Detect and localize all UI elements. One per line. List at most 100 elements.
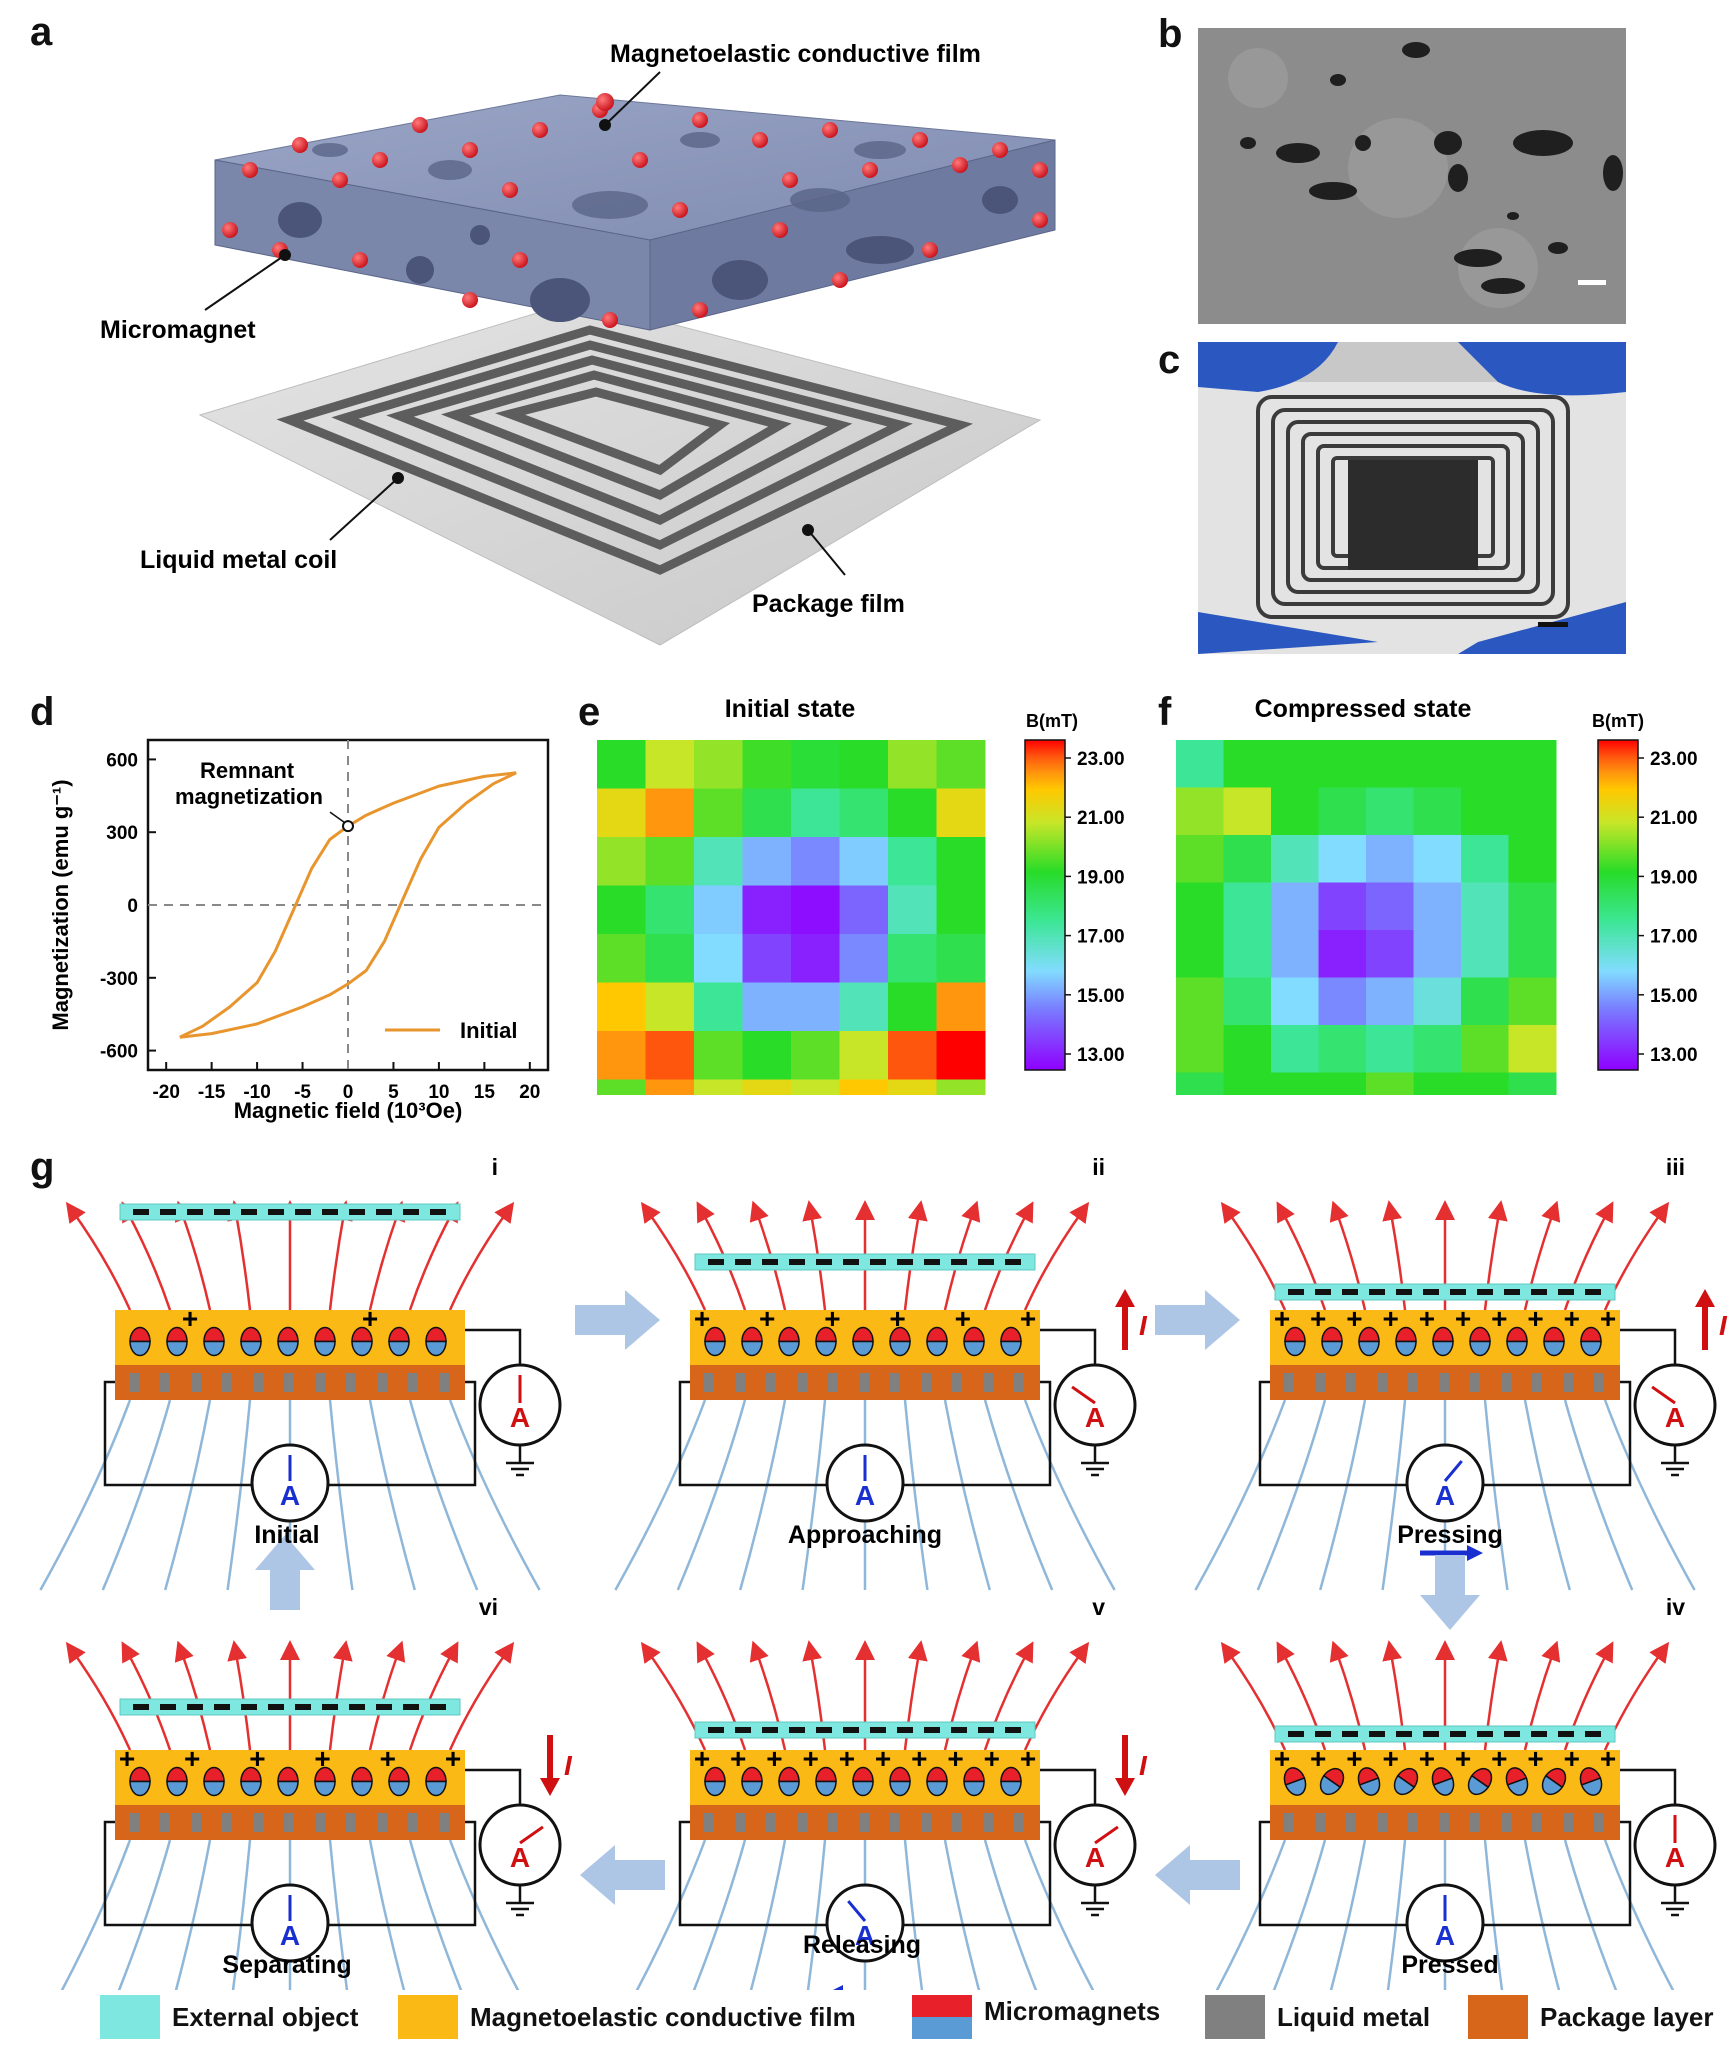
film-ammeter-needle — [1094, 1825, 1119, 1845]
stage-name-iv: Pressed — [1401, 1951, 1498, 1979]
heatmap-cell — [839, 837, 889, 886]
device-photo — [1198, 342, 1626, 654]
liquid-metal-segment — [1377, 1813, 1387, 1832]
field-line-blue — [117, 1839, 172, 1990]
heatmap-cell — [1271, 1072, 1319, 1095]
positive-charge: + — [1564, 1303, 1580, 1334]
heatmap-cell — [1271, 882, 1319, 931]
liquid-metal-segment — [766, 1373, 776, 1392]
micromagnet-label: Micromagnet — [100, 316, 256, 344]
positive-charge: + — [694, 1303, 710, 1334]
heatmap-cell — [1366, 787, 1414, 836]
heatmap-cell — [1413, 1072, 1462, 1095]
field-line-blue — [676, 1399, 747, 1591]
heatmap-cell — [1461, 740, 1509, 788]
panel-a-illustration: Magnetoelastic conductive film Micromagn… — [100, 40, 1056, 646]
d-xtick-label: -15 — [198, 1082, 226, 1103]
field-line-red — [1023, 1201, 1090, 1311]
micromagnets — [222, 93, 1048, 328]
heatmap-cell — [1176, 1072, 1224, 1095]
field-line-red — [903, 1640, 928, 1751]
field-line-red — [696, 1641, 747, 1751]
liquid-metal-segment — [408, 1813, 418, 1832]
heatmap-cell — [597, 788, 646, 838]
micromagnet — [963, 1766, 985, 1797]
panel-e-letter: e — [578, 690, 601, 734]
heatmap-cell — [1366, 977, 1414, 1026]
micromagnet — [166, 1326, 188, 1357]
negative-charge — [187, 1704, 203, 1710]
micromagnet — [388, 1326, 410, 1357]
field-line-blue — [448, 1399, 541, 1591]
negative-charge — [1005, 1727, 1021, 1733]
field-line-red — [408, 1201, 459, 1311]
film-ammeter-label: A — [1085, 1402, 1105, 1433]
negative-charge — [789, 1259, 805, 1265]
heatmap-cell — [839, 934, 889, 983]
negative-charge — [1585, 1289, 1601, 1295]
liquid-metal-segment — [1346, 1813, 1356, 1832]
liquid-metal-segment — [983, 1373, 993, 1392]
heatmap-cell — [1508, 787, 1557, 836]
field-line-blue — [1023, 1399, 1116, 1591]
field-line-blue — [101, 1399, 172, 1591]
liquid-metal-segment — [1408, 1373, 1418, 1392]
film-circuit-wire — [465, 1328, 522, 1365]
heatmap-cell — [936, 982, 986, 1032]
field-line-blue — [1381, 1399, 1407, 1591]
coil-ammeter-label: A — [280, 1920, 300, 1951]
coil-ammeter-needle — [847, 1900, 867, 1922]
field-line-blue — [226, 1399, 252, 1591]
colorbar-tick-label: 15.00 — [1077, 986, 1125, 1007]
colorbar-tick-label: 23.00 — [1650, 749, 1698, 770]
positive-charge: + — [889, 1303, 905, 1334]
stage-cell-vi: vi + + + + + + A A I — [60, 1594, 573, 1990]
stage-roman-iii: iii — [1666, 1154, 1685, 1180]
liquid-metal-segment — [253, 1813, 263, 1832]
d-ytick-label: -300 — [100, 969, 138, 990]
heatmap-cell — [1271, 835, 1319, 883]
micromagnet — [203, 1766, 225, 1797]
coil-label: Liquid metal coil — [140, 546, 337, 574]
liquid-metal-segment — [797, 1813, 807, 1832]
heatmap-cell — [1271, 930, 1319, 978]
film-ammeter-label: A — [510, 1402, 530, 1433]
positive-charge: + — [911, 1743, 927, 1774]
heatmap-cell — [1508, 1025, 1557, 1073]
heatmap-cell — [645, 837, 695, 886]
heatmap-cell — [1508, 1072, 1557, 1095]
positive-charge: + — [1419, 1303, 1435, 1334]
micromagnet — [1579, 1767, 1603, 1796]
liquid-metal-segment — [160, 1373, 170, 1392]
negative-charge — [1342, 1289, 1358, 1295]
field-line-red — [749, 1640, 787, 1751]
micromagnet — [741, 1766, 763, 1797]
positive-charge: + — [1600, 1743, 1616, 1774]
negative-charge — [214, 1704, 230, 1710]
legend-swatch-package — [1468, 1995, 1528, 2039]
negative-charge — [924, 1727, 940, 1733]
heatmap-cell — [936, 1079, 986, 1095]
film-ammeter-needle — [519, 1825, 544, 1845]
liquid-metal-segment — [439, 1373, 449, 1392]
coil-current-arrowhead — [833, 1985, 843, 1990]
heatmap-cell — [1271, 977, 1319, 1026]
heatmap-cell — [1413, 930, 1462, 978]
liquid-metal-segment — [129, 1813, 139, 1832]
heatmap-cell — [694, 982, 743, 1032]
heatmap-cell — [1461, 1072, 1509, 1095]
negative-charge — [762, 1259, 778, 1265]
heatmap-cell — [888, 837, 937, 886]
heatmap-cell — [839, 982, 889, 1032]
negative-charge — [816, 1259, 832, 1265]
colorbar-tick-label: 21.00 — [1650, 808, 1698, 829]
liquid-metal-segment — [191, 1813, 201, 1832]
liquid-metal-segment — [1284, 1373, 1294, 1392]
micromagnet — [1000, 1766, 1022, 1797]
legend-label-liquid-metal: Liquid metal — [1277, 2001, 1431, 2032]
coil-ammeter-label: A — [855, 1920, 875, 1951]
field-line-red — [65, 1641, 132, 1751]
field-line-blue — [231, 1839, 252, 1990]
external-object — [119, 1203, 461, 1221]
micromagnet — [1431, 1767, 1455, 1796]
